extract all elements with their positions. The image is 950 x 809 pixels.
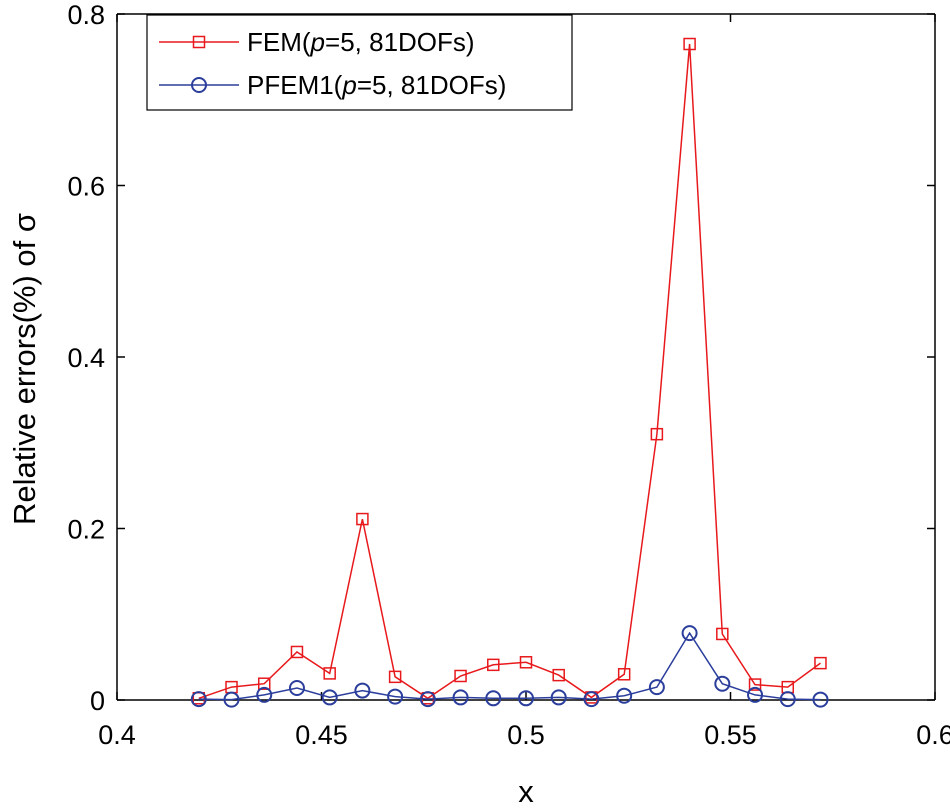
axes: 0.4 0.45 0.5 0.55 0.6 0 0.2 0.4 0.6 0.8 x Relative … <box>7 0 950 809</box>
data-point <box>454 669 467 683</box>
data-point <box>452 689 469 706</box>
data-point <box>550 689 567 706</box>
legend-label: PFEM1(p=5, 81DOFs) <box>247 70 506 100</box>
series-line <box>198 43 821 700</box>
data-point <box>288 679 305 696</box>
data-point <box>812 691 829 708</box>
data-point <box>748 678 762 691</box>
legend-label-part: PFEM1( <box>247 70 343 100</box>
y-axis-label: Relative errors(%) of σ <box>7 213 42 525</box>
data-point <box>683 37 696 51</box>
x-tick-label: 0.55 <box>704 720 757 750</box>
legend-label-part: p <box>310 27 325 57</box>
legend-marker <box>192 35 206 49</box>
legend-label-part: FEM( <box>247 27 311 57</box>
x-tick-label: 0.5 <box>507 720 545 750</box>
y-tick-label: 0.8 <box>67 0 105 30</box>
data-point <box>387 688 404 705</box>
data-point <box>648 679 665 696</box>
data-point <box>650 427 664 441</box>
data-point <box>388 670 402 684</box>
data-point <box>223 691 240 708</box>
data-point <box>487 658 500 672</box>
series-1 <box>192 37 827 705</box>
data-point <box>583 691 600 708</box>
y-tick-label: 0.4 <box>67 343 105 373</box>
data-point <box>354 682 371 699</box>
data-point <box>552 668 565 682</box>
data-point <box>814 656 827 670</box>
data-point <box>485 690 502 707</box>
legend-label-part: =5, 81DOFs) <box>357 70 507 100</box>
data-point <box>257 677 271 690</box>
legend-marker <box>191 77 207 93</box>
data-point <box>681 625 698 642</box>
series-2 <box>190 625 829 708</box>
data-point <box>356 512 369 526</box>
legend-label: FEM(p=5, 81DOFs) <box>247 27 475 57</box>
series-line <box>198 631 821 701</box>
data-point <box>616 687 633 704</box>
data-point <box>256 686 273 703</box>
series-layer <box>190 37 829 708</box>
y-tick-label: 0.2 <box>67 515 105 545</box>
y-tick-label: 0 <box>90 686 105 716</box>
legend-label-part: p <box>341 70 356 100</box>
data-point <box>323 667 336 680</box>
y-tick-label: 0.6 <box>67 172 105 202</box>
data-point <box>290 645 304 659</box>
data-point <box>190 691 207 708</box>
data-point <box>617 668 631 681</box>
data-point <box>321 689 338 706</box>
x-tick-label: 0.4 <box>98 720 136 750</box>
legend: FEM(p=5, 81DOFs)PFEM1(p=5, 81DOFs) <box>146 14 573 111</box>
data-point <box>779 691 796 708</box>
data-point <box>714 675 731 692</box>
x-axis-label: x <box>518 774 534 809</box>
x-tick-label: 0.6 <box>916 720 950 750</box>
x-tick-label: 0.45 <box>295 720 348 750</box>
data-point <box>519 656 533 669</box>
legend-box <box>146 14 573 111</box>
legend-label-part: =5, 81DOFs) <box>325 27 475 57</box>
data-point <box>747 686 764 703</box>
data-point <box>419 691 436 708</box>
data-point <box>518 690 534 707</box>
data-point <box>716 627 729 641</box>
